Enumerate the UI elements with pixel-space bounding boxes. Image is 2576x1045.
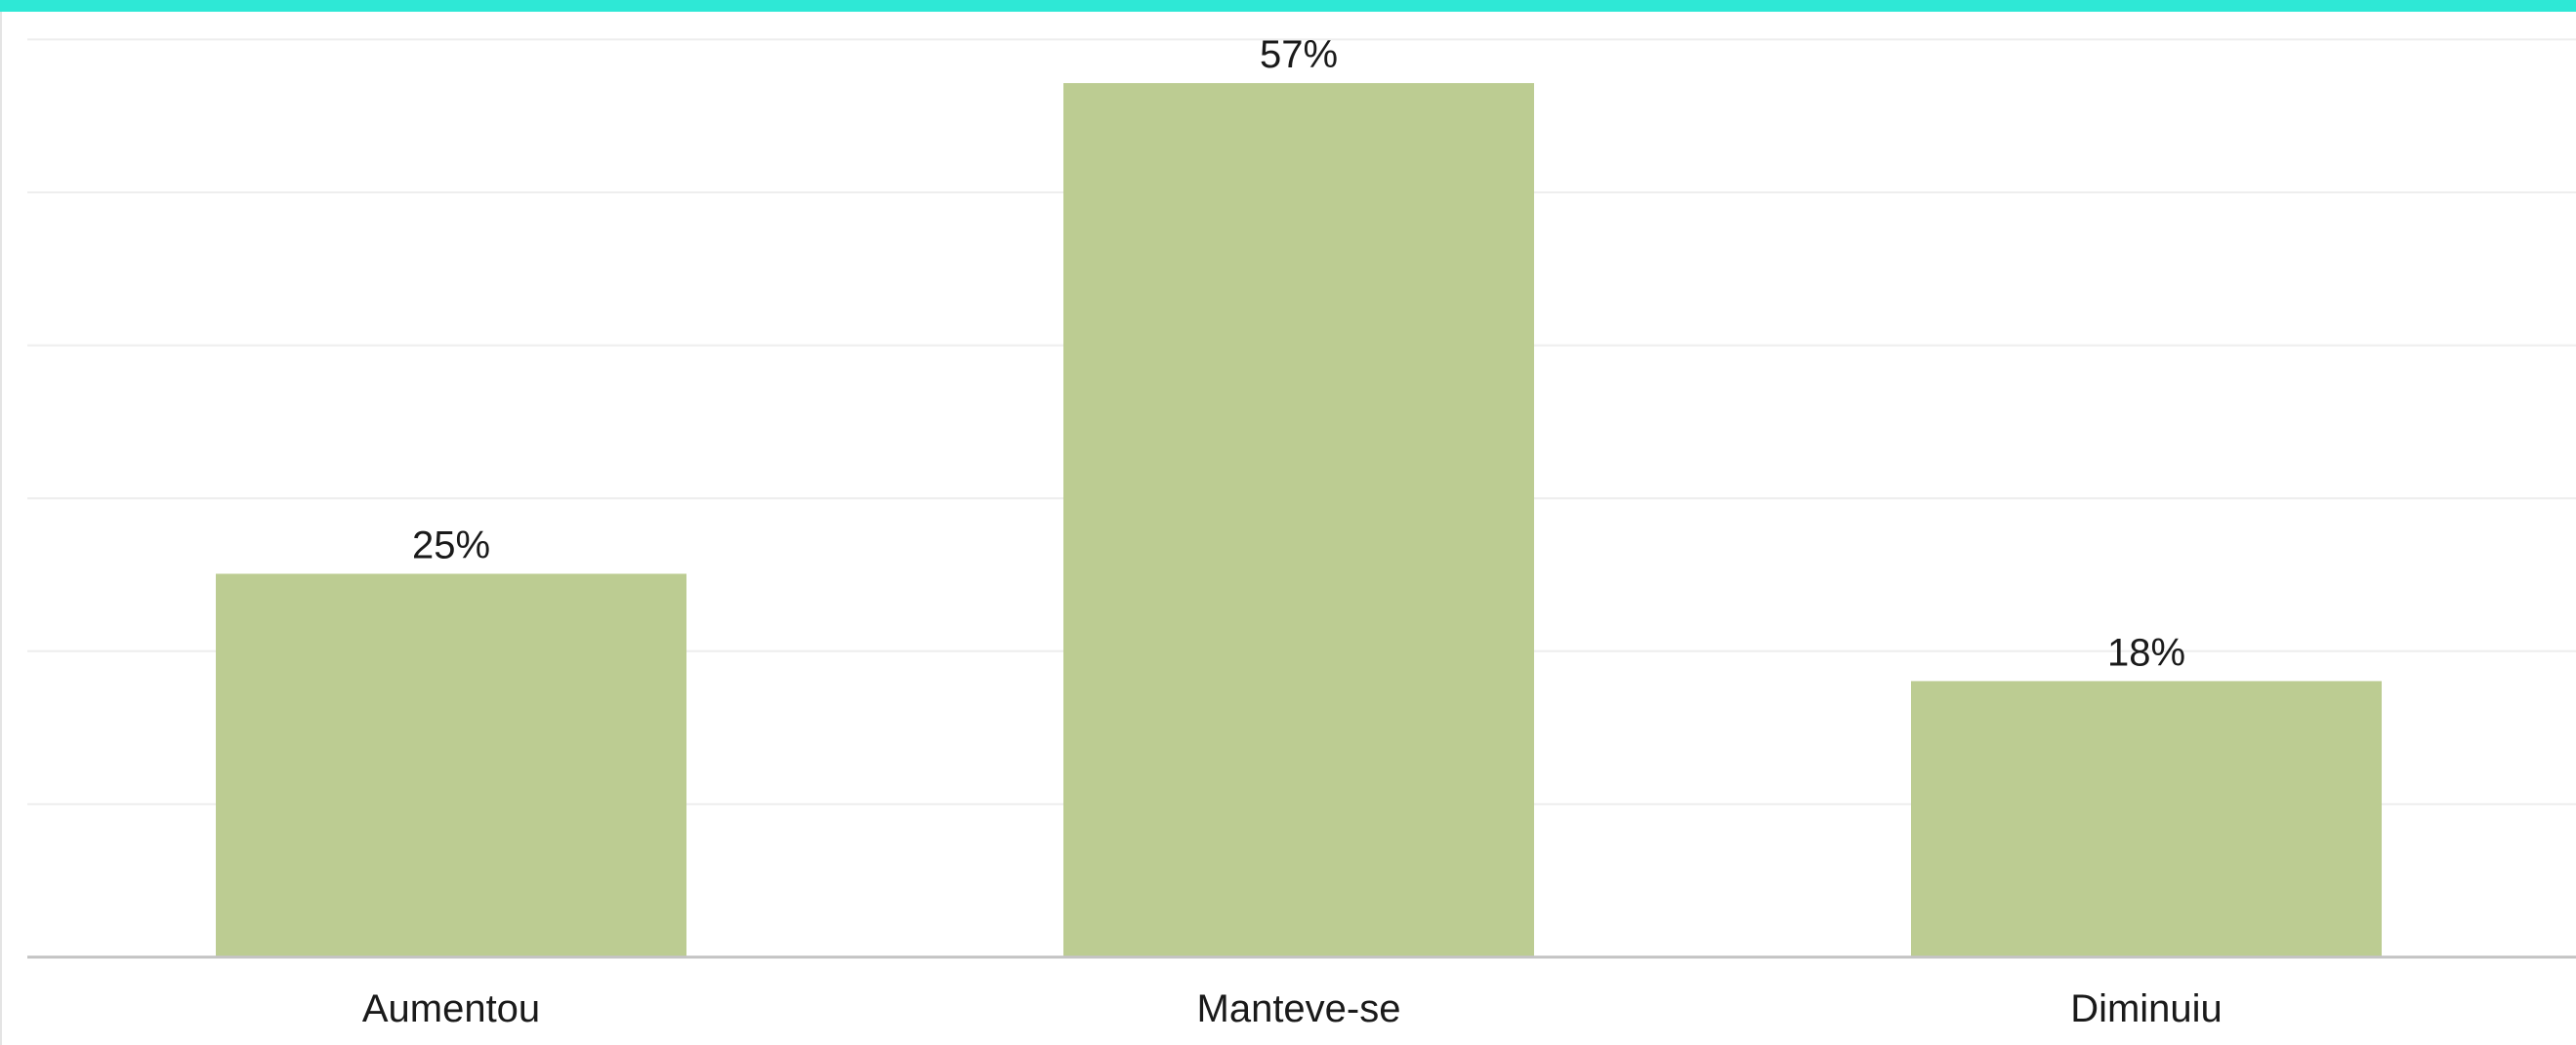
value-labels: 25% 57% 18% — [412, 33, 2185, 674]
x-tick-labels: Aumentou Manteve-se Diminuiu — [362, 987, 2223, 1030]
bar — [1063, 83, 1534, 958]
x-tick-label: Manteve-se — [1197, 987, 1401, 1030]
bars — [216, 83, 2382, 958]
x-tick-label: Aumentou — [362, 987, 540, 1030]
bar-value-label: 18% — [2107, 631, 2185, 674]
x-tick-label: Diminuiu — [2070, 987, 2223, 1030]
bar-value-label: 25% — [412, 524, 490, 567]
left-border — [0, 12, 2, 1045]
top-accent-strip — [0, 0, 2576, 12]
bar — [216, 573, 686, 957]
bar-value-label: 57% — [1260, 33, 1338, 76]
bar — [1911, 681, 2382, 957]
